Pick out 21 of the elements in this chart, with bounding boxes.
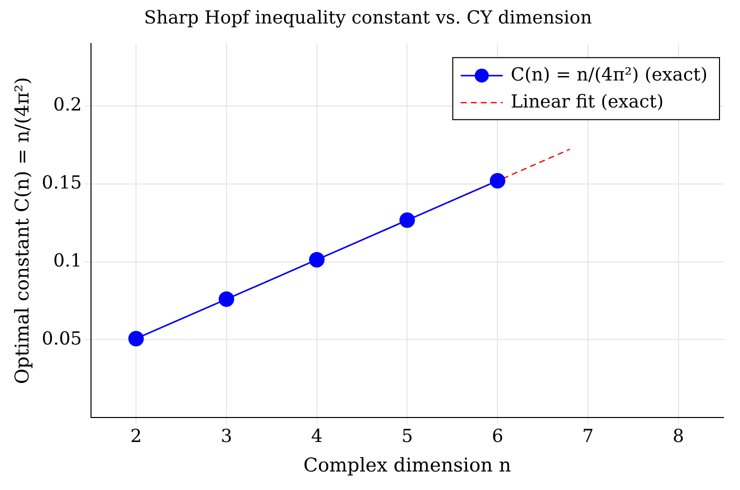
point — [399, 212, 415, 228]
chart-title: Sharp Hopf inequality constant vs. CY dimension — [144, 7, 592, 28]
x-tick-label: 4 — [311, 426, 323, 448]
y-tick-label: 0.15 — [42, 172, 82, 194]
point — [490, 172, 506, 188]
y-tick-label: 0.1 — [53, 250, 82, 272]
x-tick-label: 2 — [130, 426, 142, 448]
y-tick-label: 0.2 — [53, 94, 82, 116]
x-tick-label: 3 — [220, 426, 232, 448]
point — [128, 330, 144, 346]
x-tick-label: 6 — [492, 426, 504, 448]
y-tick-label: 0.05 — [42, 328, 82, 350]
x-axis-title: Complex dimension n — [303, 454, 512, 477]
x-tick-label: 7 — [582, 426, 594, 448]
x-tick-label: 5 — [401, 426, 413, 448]
legend-label: Linear fit (exact) — [510, 91, 664, 112]
legend-label: C(n) = n/(4π²) (exact) — [510, 64, 708, 86]
x-tick-label: 8 — [672, 426, 684, 448]
point — [218, 291, 234, 307]
y-axis-title: Optimal constant C(n) = n/(4π²) — [11, 77, 34, 384]
point — [309, 252, 325, 268]
